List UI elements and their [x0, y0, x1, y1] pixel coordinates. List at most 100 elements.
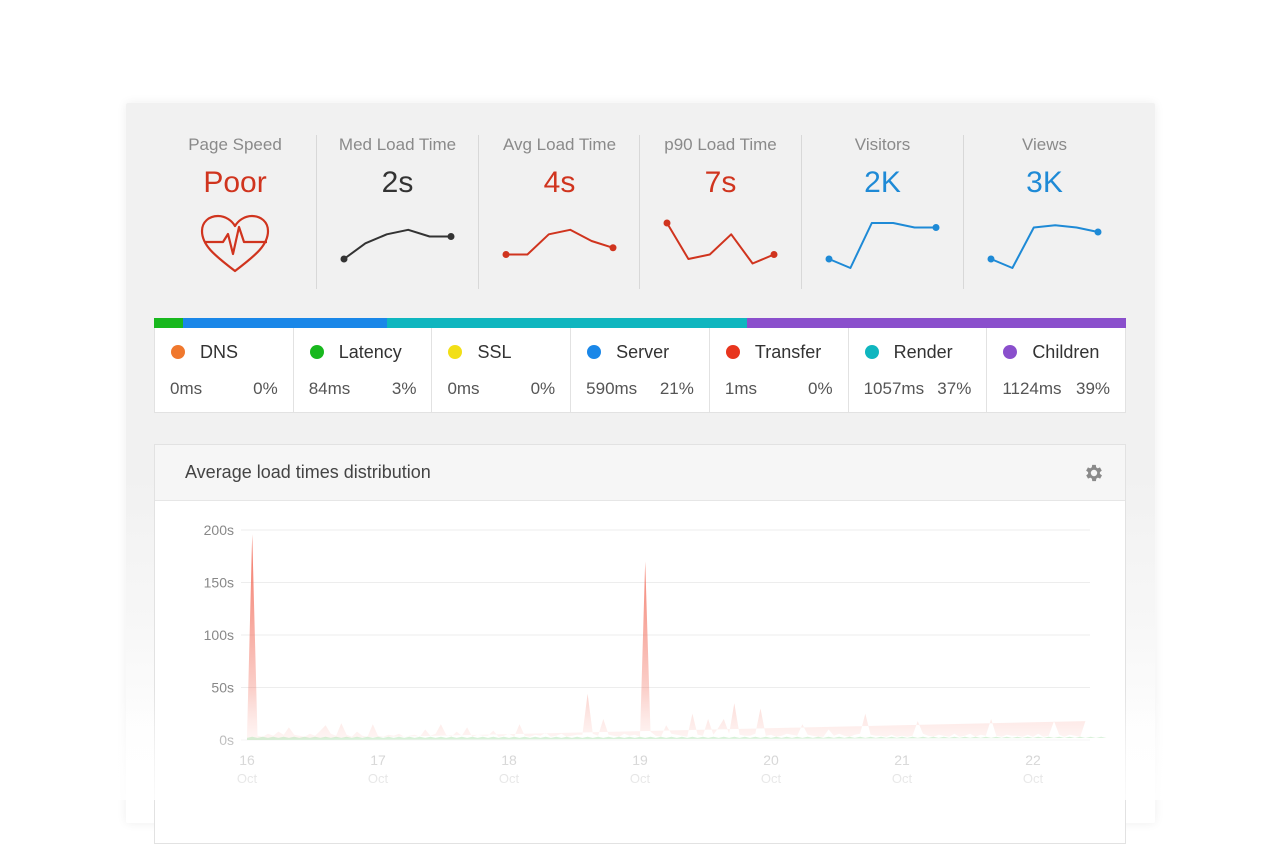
- metric-value: 2K: [864, 166, 901, 199]
- x-tick-day: 22: [1025, 752, 1041, 768]
- metric-value: 7s: [704, 166, 737, 199]
- legend-name: Latency: [338, 342, 402, 362]
- x-tick-month: Oct: [761, 771, 782, 786]
- load-distribution-panel: Average load times distribution 0s 50s 100…: [154, 444, 1126, 844]
- metric-value: 2s: [381, 166, 414, 199]
- sparkline-end-dot: [932, 224, 940, 231]
- sparkline-path: [666, 222, 775, 265]
- metric-value: Poor: [203, 166, 267, 199]
- x-tick-day: 21: [894, 752, 910, 768]
- sparkline-end-dot: [1094, 228, 1102, 236]
- x-tick-day: 17: [370, 752, 386, 768]
- legend-pct: 3%: [391, 379, 417, 398]
- x-tick-day: 19: [632, 752, 648, 768]
- x-tick-month: Oct: [237, 771, 258, 786]
- legend-name: Children: [1032, 342, 1100, 362]
- metric-views: Views 3K: [964, 103, 1125, 290]
- metric-p90-load-time: p90 Load Time 7s: [640, 103, 801, 290]
- legend-ms: 1124ms: [1002, 379, 1062, 398]
- y-tick-label: 150s: [204, 575, 234, 591]
- legend-latency[interactable]: Latency 84ms 3%: [294, 328, 433, 412]
- legend-name: SSL: [477, 342, 512, 362]
- y-tick-label: 200s: [204, 522, 234, 538]
- metric-divider: [963, 135, 964, 289]
- metric-divider: [316, 135, 317, 289]
- sparkline-path: [990, 224, 1099, 269]
- children-color-dot: [1003, 345, 1018, 359]
- metric-avg-load-time: Avg Load Time 4s: [479, 103, 640, 290]
- server-color-dot: [587, 345, 602, 359]
- sparkline-end-dot: [770, 251, 778, 258]
- x-tick-month: Oct: [892, 771, 913, 786]
- legend-name: DNS: [200, 342, 239, 362]
- segment-children: [746, 318, 1126, 328]
- y-tick-label: 50s: [211, 680, 234, 696]
- legend-server[interactable]: Server 590ms 21%: [571, 328, 710, 412]
- sparkline-start-dot: [340, 255, 348, 263]
- load-distribution-chart: 0s 50s 100s 150s 200s 16 Oct 17 Oct 18 Oct 19 Oct 20 O…: [204, 522, 1107, 786]
- legend-ms: 590ms: [586, 379, 638, 398]
- legend-render[interactable]: Render 1057ms 37%: [849, 328, 988, 412]
- dashboard-card: Page Speed Poor Med Load Time 2s Avg Loa…: [126, 103, 1155, 844]
- legend-ms: 0ms: [170, 379, 203, 398]
- ssl-color-dot: [448, 345, 463, 359]
- legend-pct: 0%: [808, 379, 833, 398]
- legend-pct: 0%: [253, 379, 278, 398]
- metric-label: p90 Load Time: [664, 135, 777, 154]
- metric-value: 3K: [1026, 166, 1063, 199]
- legend-ssl[interactable]: SSL 0ms 0%: [432, 328, 572, 412]
- legend-name: Server: [616, 342, 670, 362]
- metric-med-load-time: Med Load Time 2s: [317, 103, 478, 290]
- x-tick-day: 20: [763, 752, 779, 768]
- metric-label: Page Speed: [188, 135, 282, 154]
- sparkline-path: [343, 228, 451, 260]
- timing-legend: DNS 0ms 0% Latency 84ms 3% SSL 0ms 0% Se…: [154, 328, 1126, 413]
- x-tick-month: Oct: [630, 771, 651, 786]
- legend-dns[interactable]: DNS 0ms 0%: [155, 328, 294, 412]
- panel-title: Average load times distribution: [185, 462, 431, 482]
- x-tick-month: Oct: [1023, 771, 1044, 786]
- metric-visitors: Visitors 2K: [802, 103, 963, 290]
- heart-pulse-icon: [200, 214, 270, 273]
- sparkline-start-dot: [825, 255, 833, 263]
- metric-value: 4s: [543, 166, 576, 199]
- legend-ms: 0ms: [447, 379, 480, 398]
- metric-label: Views: [1021, 135, 1068, 154]
- segment-render: [387, 318, 747, 328]
- visitors-sparkline: [825, 222, 940, 269]
- legend-ms: 1ms: [724, 379, 757, 398]
- sparkline-path: [506, 228, 614, 256]
- latency-color-dot: [309, 345, 324, 359]
- segment-server: [183, 318, 388, 328]
- metric-label: Avg Load Time: [502, 135, 617, 154]
- metric-label: Visitors: [854, 135, 911, 154]
- legend-pct: 0%: [530, 379, 556, 398]
- x-tick-month: Oct: [368, 771, 389, 786]
- dns-color-dot: [171, 345, 185, 359]
- legend-pct: 39%: [1076, 379, 1111, 398]
- sparkline-start-dot: [663, 219, 671, 227]
- legend-ms: 1057ms: [863, 379, 925, 398]
- metric-page-speed: Page Speed Poor: [154, 103, 316, 290]
- legend-name: Render: [893, 342, 953, 362]
- x-tick-day: 16: [239, 752, 255, 768]
- legend-children[interactable]: Children 1124ms 39%: [987, 328, 1125, 412]
- sparkline-start-dot: [987, 255, 995, 263]
- y-tick-label: 100s: [204, 627, 234, 643]
- panel-header: Average load times distribution: [155, 445, 1125, 501]
- legend-transfer[interactable]: Transfer 1ms 0%: [710, 328, 849, 412]
- metric-label: Med Load Time: [338, 135, 457, 154]
- render-color-dot: [864, 345, 879, 359]
- metric-divider: [478, 135, 479, 289]
- metric-divider: [639, 135, 640, 289]
- x-tick-month: Oct: [499, 771, 520, 786]
- legend-pct: 37%: [937, 379, 972, 398]
- p90-load-time-sparkline: [663, 219, 778, 265]
- legend-ms: 84ms: [308, 379, 351, 398]
- med-load-time-sparkline: [340, 228, 455, 263]
- sparkline-end-dot: [447, 233, 455, 240]
- sparkline-end-dot: [609, 244, 617, 252]
- legend-pct: 21%: [659, 379, 694, 398]
- gear-icon[interactable]: [1083, 462, 1105, 484]
- views-sparkline: [987, 224, 1102, 269]
